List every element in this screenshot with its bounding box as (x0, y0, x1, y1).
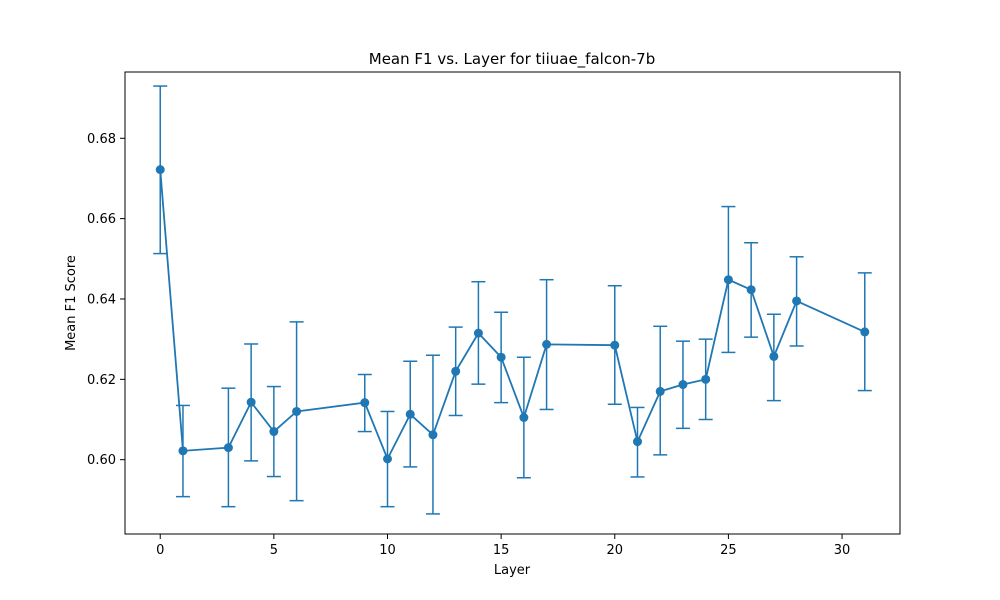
data-point (246, 397, 256, 407)
plot-area (153, 85, 872, 515)
data-point (769, 351, 779, 361)
data-point (542, 339, 552, 349)
data-point (451, 366, 461, 376)
x-tick-label: 25 (720, 543, 737, 558)
data-point (746, 285, 756, 295)
y-tick-label: 0.64 (87, 292, 116, 307)
x-tick-label: 5 (270, 543, 278, 558)
data-point (701, 374, 711, 384)
x-tick-label: 20 (606, 543, 623, 558)
x-tick-label: 30 (834, 543, 851, 558)
x-axis-label: Layer (494, 563, 531, 578)
data-point (496, 352, 506, 362)
data-point (519, 412, 529, 422)
data-point (269, 427, 279, 437)
data-point (155, 165, 165, 175)
data-point (383, 454, 392, 464)
x-tick-label: 10 (379, 543, 396, 558)
data-point (428, 430, 438, 440)
x-tick-label: 15 (493, 543, 510, 558)
y-tick-label: 0.62 (87, 373, 116, 388)
data-point (223, 443, 233, 453)
data-point (610, 340, 620, 350)
data-point (655, 386, 665, 396)
data-point (292, 406, 302, 416)
y-tick-label: 0.60 (87, 453, 116, 468)
x-tick-label: 0 (156, 543, 164, 558)
y-tick-label: 0.66 (87, 212, 116, 227)
data-point (405, 409, 415, 419)
y-axis-label: Mean F1 Score (64, 255, 79, 351)
data-point (723, 275, 733, 285)
data-point (678, 380, 688, 390)
data-point (860, 327, 870, 337)
data-point (633, 437, 642, 447)
data-point (360, 398, 370, 408)
plot-frame (124, 71, 901, 535)
y-axis: 0.60 0.62 0.64 0.66 0.68 (87, 132, 125, 468)
data-point (473, 328, 483, 338)
data-point (792, 296, 802, 306)
data-point (178, 446, 188, 456)
x-axis: 0 5 10 15 20 25 30 (156, 534, 850, 558)
y-tick-label: 0.68 (87, 132, 116, 147)
chart-title: Mean F1 vs. Layer for tiiuae_falcon-7b (369, 50, 655, 69)
